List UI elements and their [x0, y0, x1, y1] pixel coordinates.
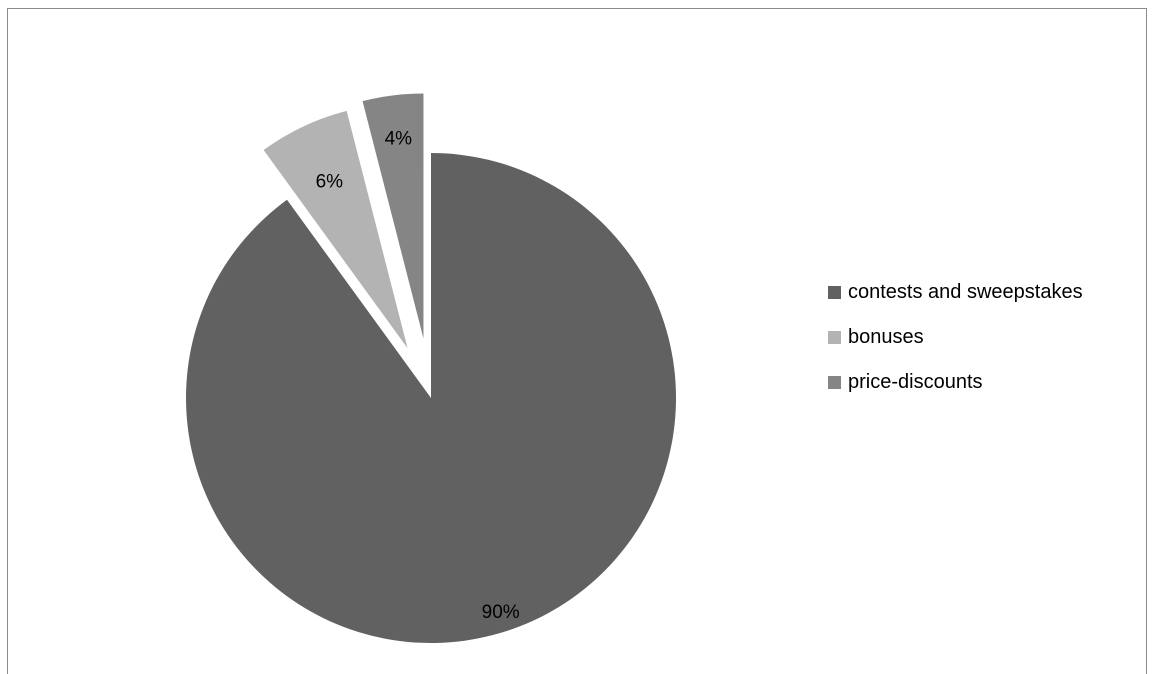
pie-slices	[185, 93, 677, 643]
legend-swatch-bonuses	[828, 330, 841, 344]
legend-item-price-discounts: price-discounts	[828, 370, 1083, 394]
legend-swatch-price-discounts	[828, 375, 841, 389]
legend-swatch-contests	[828, 285, 841, 299]
data-label-contests: 90%	[482, 602, 520, 623]
data-label-price-discounts: 4%	[385, 129, 413, 150]
pie-data-labels: 90% 6% 4%	[316, 129, 520, 623]
pie-slice-price-discounts	[362, 93, 424, 339]
data-label-bonuses: 6%	[316, 171, 344, 192]
legend-item-bonuses: bonuses	[828, 325, 1083, 349]
pie-slice-contests	[185, 153, 677, 643]
legend-label-contests: contests and sweepstakes	[848, 280, 1083, 303]
legend-item-contests: contests and sweepstakes	[828, 280, 1083, 304]
legend-label-bonuses: bonuses	[848, 325, 924, 348]
legend-label-price-discounts: price-discounts	[848, 370, 983, 393]
legend: contests and sweepstakes bonuses price-d…	[828, 280, 1083, 415]
pie-slice-bonuses	[263, 110, 408, 349]
